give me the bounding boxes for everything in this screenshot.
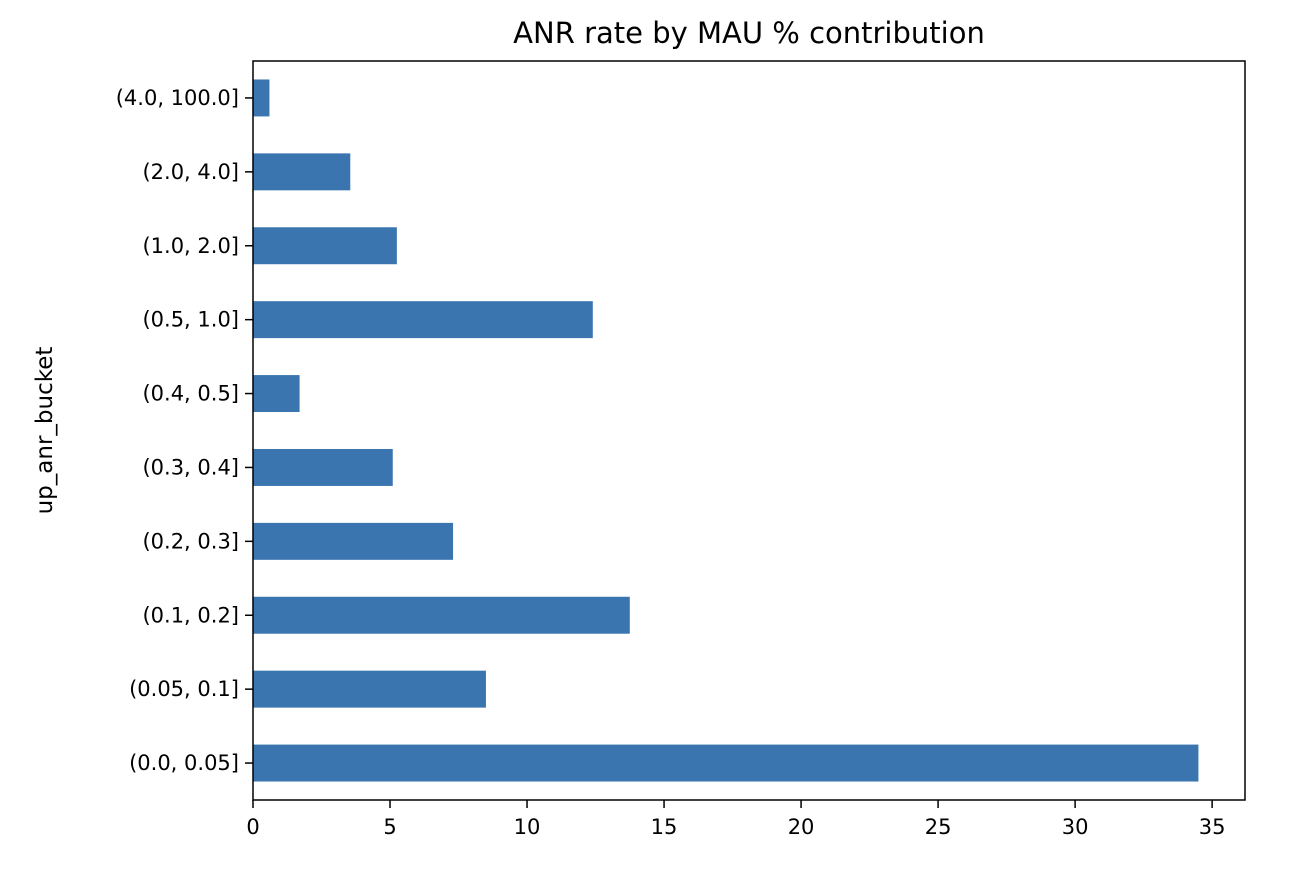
bar [253,670,486,708]
x-tick-label: 25 [925,815,952,839]
x-tick-label: 10 [514,815,541,839]
x-tick-label: 5 [383,815,396,839]
bar [253,227,397,265]
y-tick-label: (0.0, 0.05] [129,751,239,775]
y-tick-label: (0.05, 0.1] [129,677,239,701]
y-tick-label: (4.0, 100.0] [116,86,239,110]
bar [253,301,593,339]
bar [253,153,351,191]
x-tick-label: 20 [788,815,815,839]
y-tick-label: (0.4, 0.5] [142,382,239,406]
axes: (0.0, 0.05] (0.05, 0.1] (0.1, 0.2] (0.2, 0.… [116,86,1226,839]
y-tick-label: (0.3, 0.4] [142,455,239,479]
bars [253,79,1199,782]
x-tick-label: 15 [651,815,678,839]
y-tick-label: (0.1, 0.2] [142,603,239,627]
y-tick-label: (0.2, 0.3] [142,529,239,553]
x-tick-label: 30 [1062,815,1089,839]
y-tick-label: (2.0, 4.0] [142,160,239,184]
bar [253,744,1199,782]
y-tick-label: (1.0, 2.0] [142,234,239,258]
plot-frame [252,60,1246,801]
x-tick-label: 0 [246,815,259,839]
y-axis-title: up_anr_bucket [32,347,58,515]
x-tick-label: 35 [1199,815,1226,839]
bar [253,596,630,634]
bar [253,375,300,413]
y-tick-label: (0.5, 1.0] [142,308,239,332]
chart-title: ANR rate by MAU % contribution [513,16,985,50]
bar [253,448,393,486]
bar [253,522,454,560]
bar [253,79,270,117]
